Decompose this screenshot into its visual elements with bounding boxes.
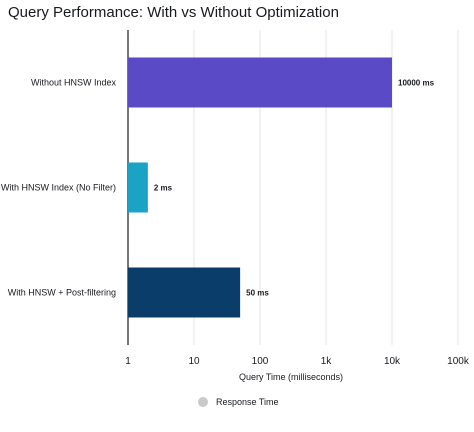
x-tick-label: 10k	[384, 356, 401, 367]
x-tick-label: 1k	[321, 356, 333, 367]
data-label: 10000 ms	[398, 79, 435, 88]
legend[interactable]: Response Time	[198, 397, 279, 407]
legend-label: Response Time	[216, 397, 279, 407]
x-tick-label: 100	[252, 356, 269, 367]
x-tick-label: 10	[188, 356, 200, 367]
legend-marker	[198, 397, 208, 407]
category-label: Without HNSW Index	[31, 78, 117, 88]
labels: 1 10 100 1k 10k 100k Without HNSW Index 10000 m…	[1, 78, 470, 383]
data-label: 50 ms	[246, 289, 269, 298]
bar	[128, 267, 241, 318]
bars	[128, 57, 392, 318]
bar	[128, 57, 392, 108]
x-axis-title: Query Time (milliseconds)	[239, 372, 343, 382]
bar	[128, 162, 148, 213]
x-tick-label: 1	[125, 356, 131, 367]
chart-title: Query Performance: With vs Without Optim…	[8, 4, 339, 21]
category-label: With HNSW Index (No Filter)	[1, 183, 116, 193]
x-tick-label: 100k	[447, 356, 470, 367]
data-label: 2 ms	[154, 184, 173, 193]
category-label: With HNSW + Post-filtering	[8, 288, 116, 298]
